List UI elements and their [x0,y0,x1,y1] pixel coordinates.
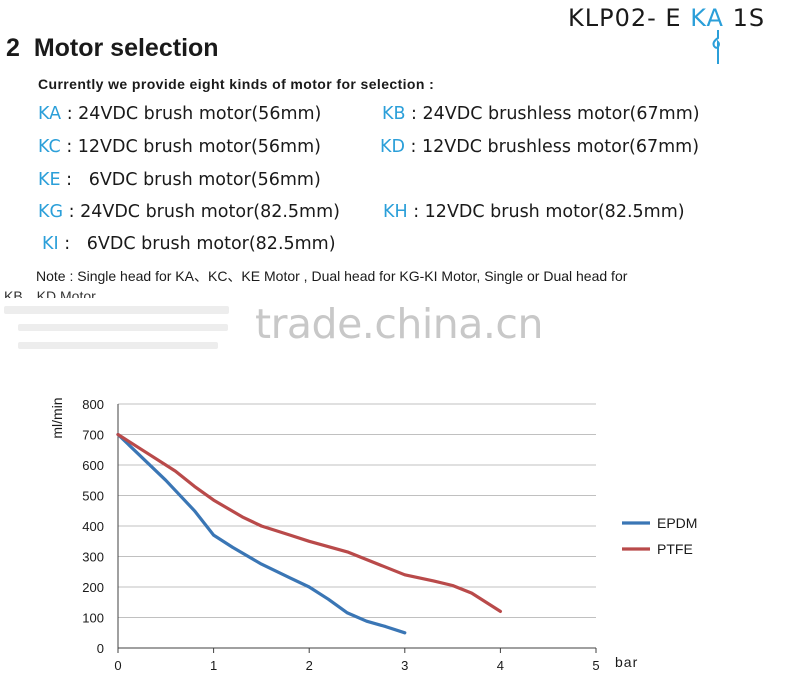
motor-code: KA [38,104,62,124]
blurred-text [18,342,218,349]
legend-label-ptfe: PTFE [657,541,693,557]
motor-code: KD [380,137,405,157]
x-tick-label: 2 [306,658,313,673]
model-prefix: KLP02- E [568,4,682,32]
motor-item-ka: KA : 24VDC brush motor(56mm) [38,104,321,124]
motor-desc: 24VDC brush motor(56mm) [78,104,322,124]
motor-sep: : [58,234,87,254]
motor-item-kh: KH : 12VDC brush motor(82.5mm) [383,202,685,222]
watermark: trade.china.cn [255,300,543,348]
motor-code: KB [382,104,406,124]
y-tick-label: 800 [82,397,104,412]
motor-item-ke: KE : 6VDC brush motor(56mm) [38,170,321,190]
motor-code: KI [42,234,59,254]
motor-sep: : [60,137,78,157]
y-tick-label: 700 [82,428,104,443]
x-tick-label: 0 [114,658,121,673]
motor-item-kd: KD : 12VDC brushless motor(67mm) [380,137,699,157]
section-number: 2 [6,34,20,62]
note-text: Note : Single head for KA、KC、KE Motor , … [36,268,628,284]
y-tick-label: 0 [97,641,104,656]
motor-desc: 12VDC brush motor(82.5mm) [424,202,685,222]
motor-sep: : [61,104,79,124]
x-tick-label: 5 [592,658,599,673]
motor-code: KH [383,202,408,222]
motor-item-ki: KI : 6VDC brush motor(82.5mm) [42,234,336,254]
y-tick-label: 400 [82,519,104,534]
motor-desc: 6VDC brush motor(82.5mm) [86,234,336,254]
motor-desc: 12VDC brushless motor(67mm) [421,137,700,157]
model-accent: KA [690,4,724,32]
y-axis-label: ml/min [49,397,65,438]
motor-desc: 12VDC brush motor(56mm) [77,137,321,157]
x-tick-label: 3 [401,658,408,673]
motor-item-kb: KB : 24VDC brushless motor(67mm) [382,104,700,124]
motor-sep: : [63,202,81,222]
motor-sep: : [407,202,425,222]
section-title: 2 Motor selection [6,34,219,63]
section-heading: Motor selection [33,34,219,62]
pointer-line-icon [712,30,720,64]
motor-sep: : [60,170,89,190]
y-tick-label: 300 [82,550,104,565]
motor-code: KE [38,170,61,190]
model-suffix: 1S [732,4,766,32]
x-axis-label: bar [615,654,638,670]
motor-item-kg: KG : 24VDC brush motor(82.5mm) [38,202,340,222]
y-tick-label: 200 [82,580,104,595]
blurred-text [18,324,228,331]
y-tick-label: 600 [82,458,104,473]
legend-label-epdm: EPDM [657,515,697,531]
series-line-epdm [116,432,407,635]
x-tick-label: 4 [497,658,504,673]
motor-desc: 6VDC brush motor(56mm) [88,170,321,190]
blurred-text [4,306,229,314]
motor-desc: 24VDC brush motor(82.5mm) [80,202,340,222]
motor-sep: : [405,104,423,124]
motor-desc: 24VDC brushless motor(67mm) [422,104,700,124]
section-intro: Currently we provide eight kinds of moto… [38,76,435,92]
model-code: KLP02- E KA 1S [568,4,790,64]
motor-sep: : [404,137,422,157]
motor-code: KC [38,137,61,157]
x-tick-label: 1 [210,658,217,673]
y-tick-label: 100 [82,611,104,626]
motor-item-kc: KC : 12VDC brush motor(56mm) [38,137,321,157]
series-line-ptfe [116,432,502,614]
y-tick-label: 500 [82,489,104,504]
motor-code: KG [38,202,64,222]
note-continued: KB、KD Motor [4,288,96,298]
